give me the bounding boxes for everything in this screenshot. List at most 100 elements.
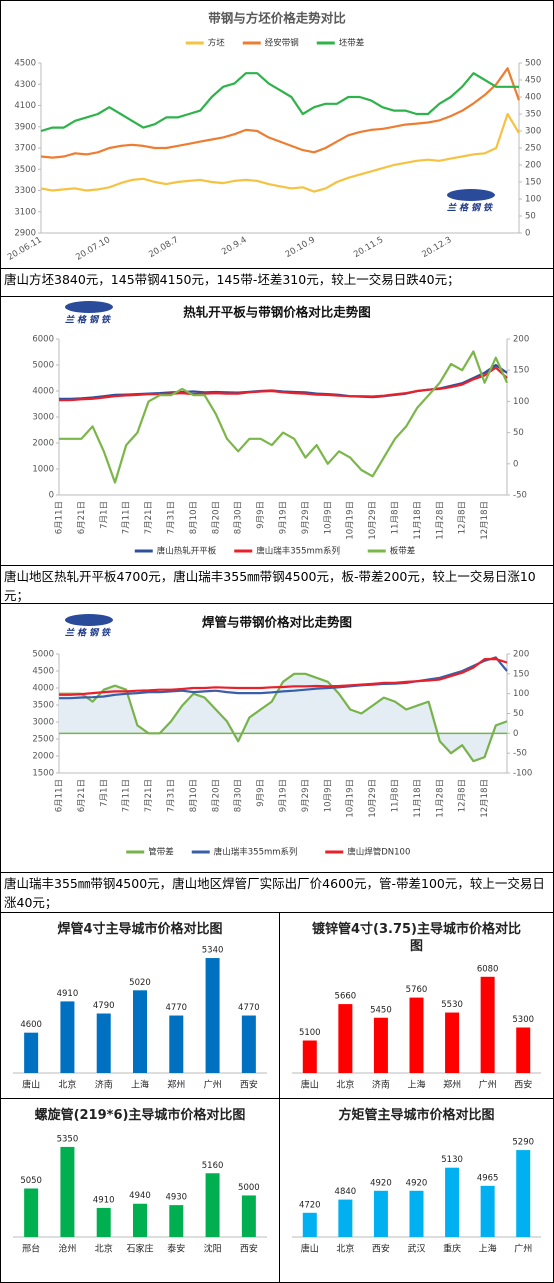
chart: 5100 唐山 5660 北京 5450 济南 5760 上海 5530 郑州 6080 广州 5300… — [292, 964, 541, 1091]
area-fill — [59, 673, 507, 762]
value-label: 5340 — [202, 946, 224, 956]
x-tick-label: 石家庄 — [126, 1243, 153, 1255]
chart: 焊管与带钢价格对比走势图1500200025003000350040004500… — [32, 614, 532, 858]
bar — [205, 1173, 220, 1237]
bar — [24, 1032, 39, 1073]
value-label: 4965 — [477, 1173, 499, 1183]
bar — [445, 1012, 460, 1073]
x-tick-label: 济南 — [372, 1079, 390, 1091]
y-tick-label: 2000 — [32, 439, 54, 449]
caption: 唐山瑞丰355㎜带钢4500元，唐山地区焊管厂实际出厂价4600元，管-带差10… — [0, 872, 554, 913]
logo-text: 兰格钢铁 — [447, 203, 495, 214]
x-tick-label: 沈阳 — [204, 1243, 222, 1255]
value-label: 5160 — [202, 1161, 224, 1171]
legend-label: 唐山焊管DN100 — [347, 847, 410, 858]
x-tick-label: 7月11日 — [122, 501, 132, 534]
bar — [338, 1199, 353, 1237]
x-tick-label: 9月9日 — [256, 779, 266, 807]
chart: 热轧开平板与带钢价格对比走势图0100020003000400050006000… — [32, 301, 529, 557]
y2-tick-label: 0 — [525, 229, 530, 239]
x-tick-label: 9月19日 — [279, 501, 289, 534]
chart-title: 螺旋管(219*6)主导城市价格对比图 — [34, 1108, 246, 1123]
y2-tick-label: 450 — [525, 76, 541, 86]
x-tick-label: 上海 — [131, 1079, 149, 1091]
bar — [373, 1190, 388, 1237]
bar — [133, 1203, 147, 1237]
series-line — [59, 658, 508, 696]
bar — [60, 1001, 75, 1073]
y2-tick-label: 400 — [525, 93, 541, 103]
value-label: 5130 — [441, 1155, 463, 1165]
y2-tick-label: 200 — [513, 335, 529, 345]
x-tick-label: 北京 — [336, 1243, 354, 1255]
y-tick-label: 1500 — [32, 769, 54, 779]
y2-tick-label: 100 — [513, 397, 529, 407]
y-tick-label: 6000 — [32, 335, 54, 345]
y-tick-label: 3300 — [14, 186, 36, 196]
x-tick-label: 7月31日 — [167, 501, 177, 534]
value-label: 5290 — [512, 1138, 534, 1148]
legend-label: 唐山瑞丰355mm系列 — [214, 847, 298, 858]
x-tick-label: 10月29日 — [368, 779, 378, 818]
bar — [302, 1040, 317, 1073]
x-tick-label: 西安 — [514, 1079, 532, 1091]
y-tick-label: 3100 — [14, 207, 36, 217]
y-tick-label: 4500 — [32, 667, 54, 677]
chart-cell: 焊管与带钢价格对比走势图 1500 2000 2500 3000 3500 4000 4500… — [0, 603, 554, 873]
x-tick-label: 上海 — [479, 1243, 497, 1255]
x-tick-label: 唐山 — [22, 1079, 40, 1091]
bar — [516, 1150, 531, 1237]
chart: 5050 邢台 5350 沧州 4910 北京 4940 石家庄 4930 泰安 5160 沈阳 500… — [13, 1134, 267, 1255]
x-tick-label: 西安 — [240, 1243, 258, 1255]
chart-cell: 热轧开平板与带钢价格对比走势图 0 1000 2000 3000 4000 5000 6000… — [0, 296, 554, 566]
value-label: 5020 — [129, 978, 151, 988]
logo-mark — [65, 301, 113, 313]
value-label: 5050 — [20, 1176, 42, 1186]
x-tick-label: 11月28日 — [435, 501, 445, 540]
logo-mark — [447, 189, 495, 201]
bar — [241, 1015, 256, 1073]
value-label: 5000 — [238, 1183, 260, 1193]
bar — [96, 1013, 111, 1073]
x-tick-label: 唐山 — [301, 1079, 319, 1091]
series-line — [40, 72, 519, 133]
x-tick-label: 沧州 — [58, 1243, 76, 1255]
x-tick-label: 8月20日 — [211, 779, 221, 812]
y-tick-label: 2900 — [14, 229, 36, 239]
x-tick-label: 11月8日 — [391, 779, 401, 812]
y2-tick-label: 200 — [513, 650, 529, 660]
chart-cell: 4720 唐山 4840 北京 4920 西安 4920 武汉 5130 重庆 4965 上海 5290… — [279, 1098, 554, 1283]
y-tick-label: 3900 — [14, 122, 36, 132]
x-tick-label: 10月19日 — [346, 501, 356, 540]
x-tick-label: 20.11.5 — [352, 235, 385, 260]
chart: 4600 唐山 4910 北京 4790 济南 5020 上海 4770 郑州 5340 广州 4770… — [13, 946, 267, 1091]
legend-label: 经安带钢 — [265, 38, 299, 49]
series-line — [59, 672, 508, 763]
y2-tick-label: -50 — [513, 749, 527, 759]
bar — [480, 1185, 495, 1237]
bar — [338, 1004, 353, 1073]
y-tick-label: 4000 — [32, 684, 54, 694]
chart: 4720 唐山 4840 北京 4920 西安 4920 武汉 5130 重庆 4965 上海 5290… — [292, 1138, 541, 1255]
chart-title: 镀锌管4寸(3.75)主导城市价格对比图 — [311, 922, 521, 954]
x-tick-label: 7月21日 — [144, 779, 154, 812]
x-tick-label: 12月8日 — [458, 779, 468, 812]
y2-tick-label: 150 — [525, 178, 541, 188]
value-label: 4790 — [93, 1001, 115, 1011]
y-tick-label: 1000 — [32, 465, 54, 475]
bar — [133, 990, 147, 1073]
x-tick-label: 11月28日 — [435, 779, 445, 818]
x-tick-label: 广州 — [204, 1079, 222, 1091]
x-tick-label: 12月8日 — [458, 501, 468, 534]
y-tick-label: 2000 — [32, 752, 54, 762]
bar — [60, 1146, 75, 1237]
x-tick-label: 唐山 — [301, 1243, 319, 1255]
value-label: 5660 — [335, 992, 357, 1002]
x-tick-label: 6月11日 — [55, 501, 65, 534]
x-tick-label: 20.9.4 — [220, 235, 248, 257]
bar — [516, 1027, 531, 1073]
x-tick-label: 武汉 — [407, 1243, 425, 1255]
y-tick-label: 3500 — [32, 701, 54, 711]
legend-label: 板带差 — [390, 546, 416, 557]
